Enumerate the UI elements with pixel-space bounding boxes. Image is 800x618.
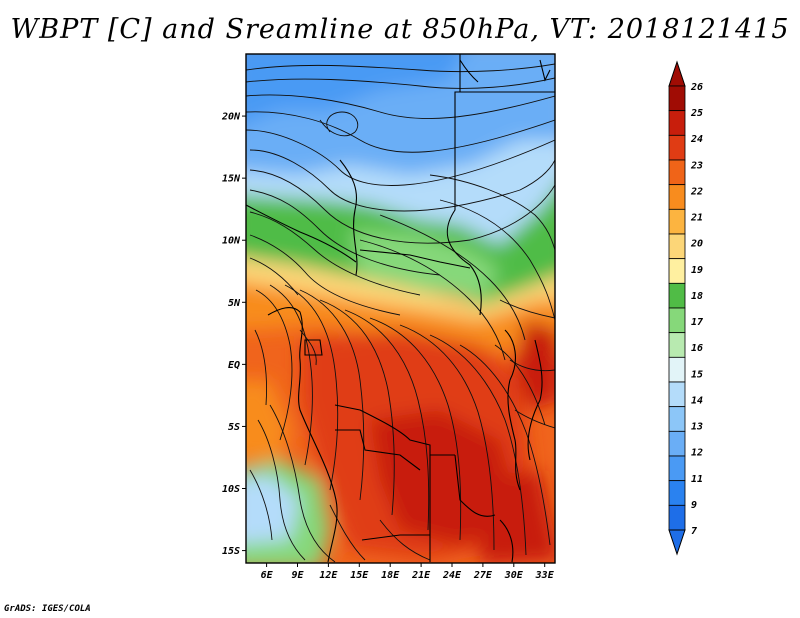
lon-label: 30E bbox=[504, 570, 524, 581]
lat-label: 5N bbox=[228, 298, 241, 309]
streamlines bbox=[246, 63, 555, 563]
colorbar-bottom-arrow bbox=[668, 529, 686, 556]
colorbar-swatch bbox=[668, 110, 686, 136]
lon-label: 6E bbox=[261, 570, 274, 581]
lon-label: 27E bbox=[473, 570, 493, 581]
colorbar: 7 9 11 12 13 14 15 16 17 18 19 20 21 22 23 24 25 26 bbox=[668, 60, 703, 556]
colorbar-top-arrow bbox=[668, 60, 686, 87]
colorbar-swatch bbox=[668, 455, 686, 482]
lat-label: 15S bbox=[222, 546, 240, 557]
colorbar-label: 9 bbox=[691, 500, 697, 511]
latitude-axis: 20N 15N 10N 5N EQ 5S 10S 15S bbox=[221, 112, 246, 557]
lon-label: 33E bbox=[535, 570, 555, 581]
chart-title: WBPT [C] and Sreamline at 850hPa, VT: 20… bbox=[10, 14, 790, 45]
colorbar-label: 20 bbox=[690, 239, 703, 250]
colorbar-swatch bbox=[668, 504, 686, 531]
colorbar-swatch bbox=[668, 307, 686, 334]
colorbar-swatch bbox=[668, 85, 686, 112]
colorbar-swatch bbox=[668, 282, 686, 309]
colorbar-label: 16 bbox=[691, 343, 703, 354]
colorbar-label: 14 bbox=[691, 395, 703, 406]
lat-label: 10N bbox=[222, 236, 241, 247]
colorbar-label: 19 bbox=[691, 265, 703, 276]
grads-credit: GrADS: IGES/COLA bbox=[4, 604, 91, 614]
lon-label: 18E bbox=[381, 570, 400, 581]
colorbar-label: 12 bbox=[691, 448, 703, 459]
lon-label: 9E bbox=[291, 570, 304, 581]
colorbar-swatch bbox=[668, 184, 686, 210]
wbpt-field bbox=[246, 54, 555, 563]
lon-label: 21E bbox=[411, 570, 431, 581]
lat-label: EQ bbox=[228, 360, 240, 371]
lon-label: 15E bbox=[350, 570, 369, 581]
lat-label: 20N bbox=[221, 112, 241, 123]
colorbar-label: 22 bbox=[690, 186, 703, 197]
colorbar-swatch bbox=[668, 332, 686, 358]
colorbar-swatch bbox=[668, 233, 686, 260]
colorbar-swatch bbox=[668, 258, 686, 284]
colorbar-label: 24 bbox=[690, 134, 703, 145]
colorbar-label: 15 bbox=[691, 369, 703, 380]
colorbar-swatch bbox=[668, 406, 686, 432]
colorbar-swatch bbox=[668, 208, 686, 235]
colorbar-swatch bbox=[668, 134, 686, 161]
lat-label: 5S bbox=[228, 422, 240, 433]
colorbar-label: 21 bbox=[690, 213, 703, 224]
colorbar-label: 17 bbox=[691, 317, 703, 328]
colorbar-label: 11 bbox=[691, 474, 703, 485]
colorbar-label: 18 bbox=[691, 291, 703, 302]
colorbar-swatch bbox=[668, 356, 686, 383]
lat-label: 15N bbox=[222, 174, 241, 185]
map-frame bbox=[245, 53, 556, 564]
colorbar-label: 25 bbox=[690, 108, 703, 119]
lon-label: 24E bbox=[442, 570, 462, 581]
colorbar-swatch bbox=[668, 430, 686, 457]
colorbar-label: 7 bbox=[691, 526, 697, 537]
boundaries bbox=[246, 54, 555, 563]
lon-label: 12E bbox=[319, 570, 338, 581]
colorbar-swatch bbox=[668, 480, 686, 506]
longitude-axis: 6E 9E 12E 15E 18E 21E 24E 27E 30E 33E bbox=[261, 563, 555, 581]
lat-label: 10S bbox=[222, 484, 240, 495]
colorbar-swatch bbox=[668, 381, 686, 408]
colorbar-label: 26 bbox=[690, 82, 703, 93]
colorbar-swatch bbox=[668, 159, 686, 186]
colorbar-label: 23 bbox=[690, 160, 703, 171]
colorbar-label: 13 bbox=[691, 422, 703, 433]
